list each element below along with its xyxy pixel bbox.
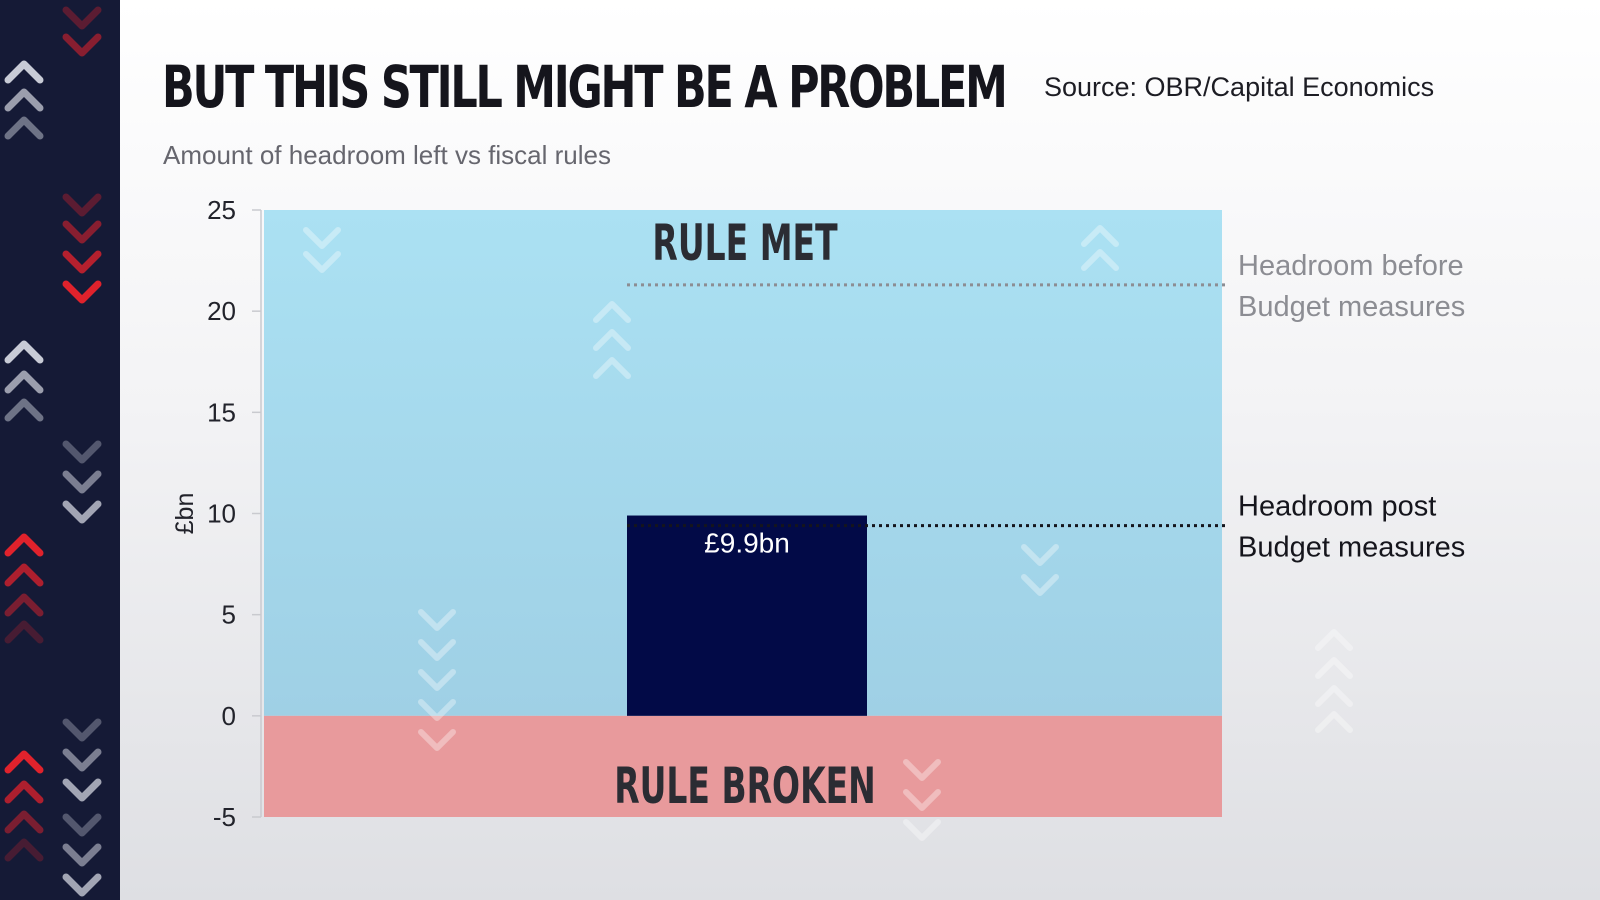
chevron-down-icon: [418, 669, 456, 691]
y-tick-label: 5: [222, 600, 236, 630]
headroom-post-label: Budget measures: [1238, 532, 1465, 564]
chart-title: BUT THIS STILL MIGHT BE A PROBLEM: [162, 53, 1008, 121]
bar-value-label: £9.9bn: [704, 528, 790, 559]
chevron-down-icon: [903, 819, 941, 841]
chart-subtitle: Amount of headroom left vs fiscal rules: [163, 140, 611, 170]
chevron-down-icon: [62, 220, 102, 244]
rule-broken-label: RULE BROKEN: [614, 757, 876, 815]
y-tick-label: 25: [207, 195, 236, 225]
chevron-up-icon: [4, 88, 44, 112]
chevron-up-icon: [593, 301, 631, 323]
chevron-up-icon: [4, 780, 44, 804]
chevron-up-icon: [1315, 685, 1353, 707]
chevron-down-icon: [903, 789, 941, 811]
chevron-down-icon: [418, 609, 456, 631]
chevron-down-icon: [62, 6, 102, 30]
chevron-up-icon: [593, 357, 631, 379]
y-tick-label: 10: [207, 499, 236, 529]
chevron-down-icon: [62, 33, 102, 57]
chevron-down-icon: [62, 873, 102, 897]
headroom-bar: [627, 515, 867, 716]
chevron-down-icon: [62, 280, 102, 304]
chevron-up-icon: [4, 398, 44, 422]
chevron-pattern: [4, 6, 102, 897]
y-axis-label: £bn: [171, 493, 199, 535]
rule-met-label: RULE MET: [652, 214, 837, 272]
chevron-up-icon: [1081, 225, 1119, 247]
chevron-down-icon: [62, 193, 102, 217]
chevron-up-icon: [1315, 711, 1353, 733]
chevron-down-icon: [303, 251, 341, 273]
chevron-down-icon: [62, 250, 102, 274]
chevron-down-icon: [62, 440, 102, 464]
chevron-down-icon: [62, 778, 102, 802]
y-tick-label: 0: [222, 701, 236, 731]
chevron-down-icon: [62, 718, 102, 742]
chevron-up-icon: [4, 593, 44, 617]
chevron-up-icon: [4, 750, 44, 774]
chevron-down-icon: [62, 470, 102, 494]
y-tick-label: -5: [213, 802, 236, 832]
chevron-down-icon: [1021, 574, 1059, 596]
chevron-up-icon: [4, 370, 44, 394]
source-note: Source: OBR/Capital Economics: [1044, 72, 1435, 102]
chevron-up-icon: [4, 620, 44, 644]
chevron-down-icon: [62, 843, 102, 867]
chevron-down-icon: [62, 500, 102, 524]
headroom-before-label: Headroom before: [1238, 250, 1464, 282]
chevron-up-icon: [4, 563, 44, 587]
chevron-up-icon: [1081, 249, 1119, 271]
headroom-post-label: Headroom post: [1238, 491, 1436, 523]
chevron-down-icon: [62, 748, 102, 772]
chevron-up-icon: [1315, 657, 1353, 679]
chevron-up-icon: [4, 838, 44, 862]
chevron-down-icon: [303, 227, 341, 249]
decorative-sidebar: [0, 0, 120, 900]
chevron-down-icon: [418, 699, 456, 721]
chevron-up-icon: [4, 340, 44, 364]
y-tick-label: 20: [207, 296, 236, 326]
chevron-down-icon: [62, 813, 102, 837]
chevron-up-icon: [4, 533, 44, 557]
chevron-up-icon: [1315, 629, 1353, 651]
chevron-up-icon: [593, 329, 631, 351]
chevron-down-icon: [903, 759, 941, 781]
rule-broken-zone: [264, 715, 1222, 817]
chevron-up-icon: [4, 116, 44, 140]
headroom-before-label: Budget measures: [1238, 291, 1465, 323]
chevron-down-icon: [418, 729, 456, 751]
y-tick-label: 15: [207, 397, 236, 427]
chevron-down-icon: [418, 639, 456, 661]
chevron-up-icon: [4, 810, 44, 834]
chevron-up-icon: [4, 60, 44, 84]
chevron-down-icon: [1021, 544, 1059, 566]
